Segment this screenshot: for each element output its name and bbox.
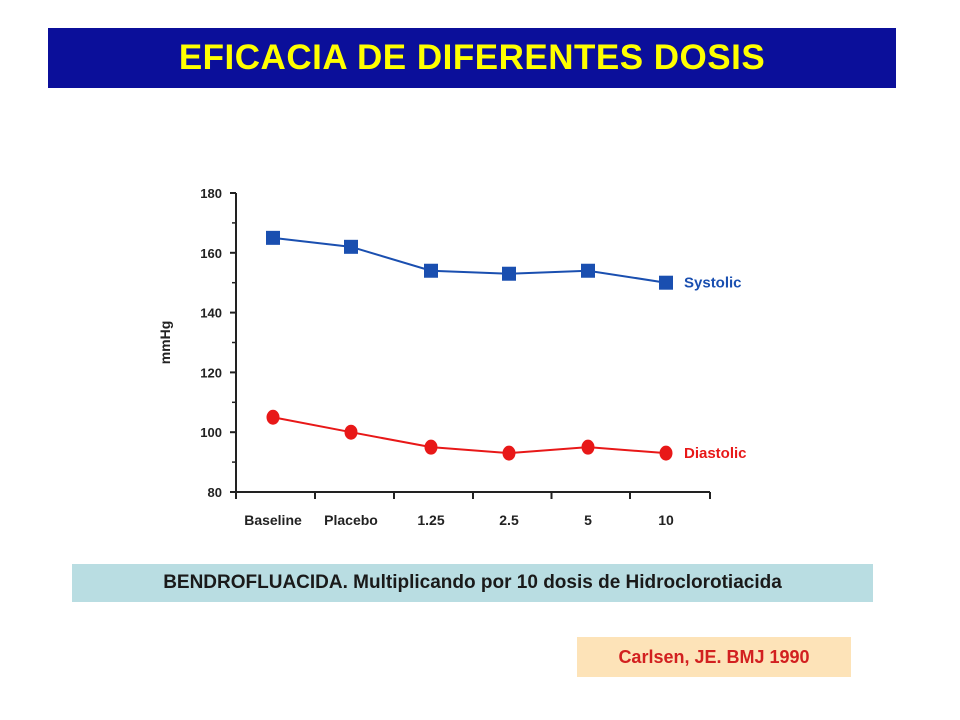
- blood-pressure-chart: 80 100 120 140 160 180 Baseline Placebo 1.25 2.5 5…: [157, 186, 747, 528]
- diastolic-line: [272, 416, 667, 455]
- systolic-point: [344, 239, 358, 254]
- x-tick-label: 5: [584, 512, 592, 528]
- y-tick-label: 100: [200, 425, 222, 440]
- y-tick-label: 180: [200, 186, 222, 201]
- diastolic-point: [502, 445, 516, 461]
- diastolic-series-label: Diastolic: [684, 445, 747, 462]
- systolic-point: [502, 266, 516, 281]
- systolic-series-label: Systolic: [684, 275, 742, 292]
- caption-box: BENDROFLUACIDA. Multiplicando por 10 dos…: [72, 564, 873, 602]
- caption-text: BENDROFLUACIDA. Multiplicando por 10 dos…: [163, 572, 782, 593]
- reference-box: Carlsen, JE. BMJ 1990: [577, 637, 851, 677]
- systolic-line: [272, 236, 667, 284]
- systolic-point: [581, 263, 595, 278]
- systolic-point: [266, 230, 280, 245]
- x-tick-label: Baseline: [244, 512, 302, 528]
- x-tick-label: Placebo: [324, 512, 378, 528]
- y-tick-label: 120: [200, 365, 222, 380]
- x-tick-label: 1.25: [417, 512, 444, 528]
- y-tick-label: 160: [200, 246, 222, 261]
- systolic-point: [424, 263, 438, 278]
- reference-text: Carlsen, JE. BMJ 1990: [618, 646, 810, 667]
- diastolic-point: [344, 424, 358, 440]
- diastolic-point: [659, 445, 673, 461]
- x-tick-label: 2.5: [499, 512, 519, 528]
- y-tick-label: 140: [200, 306, 222, 321]
- page-title: EFICACIA DE DIFERENTES DOSIS: [178, 38, 766, 77]
- diastolic-point: [581, 439, 595, 455]
- diastolic-point: [266, 409, 280, 425]
- x-tick-label: 10: [658, 512, 674, 528]
- y-tick-label: 80: [208, 485, 222, 500]
- y-axis-label: mmHg: [157, 321, 173, 365]
- diastolic-point: [424, 439, 438, 455]
- title-banner: EFICACIA DE DIFERENTES DOSIS: [48, 28, 896, 88]
- systolic-point: [659, 275, 673, 290]
